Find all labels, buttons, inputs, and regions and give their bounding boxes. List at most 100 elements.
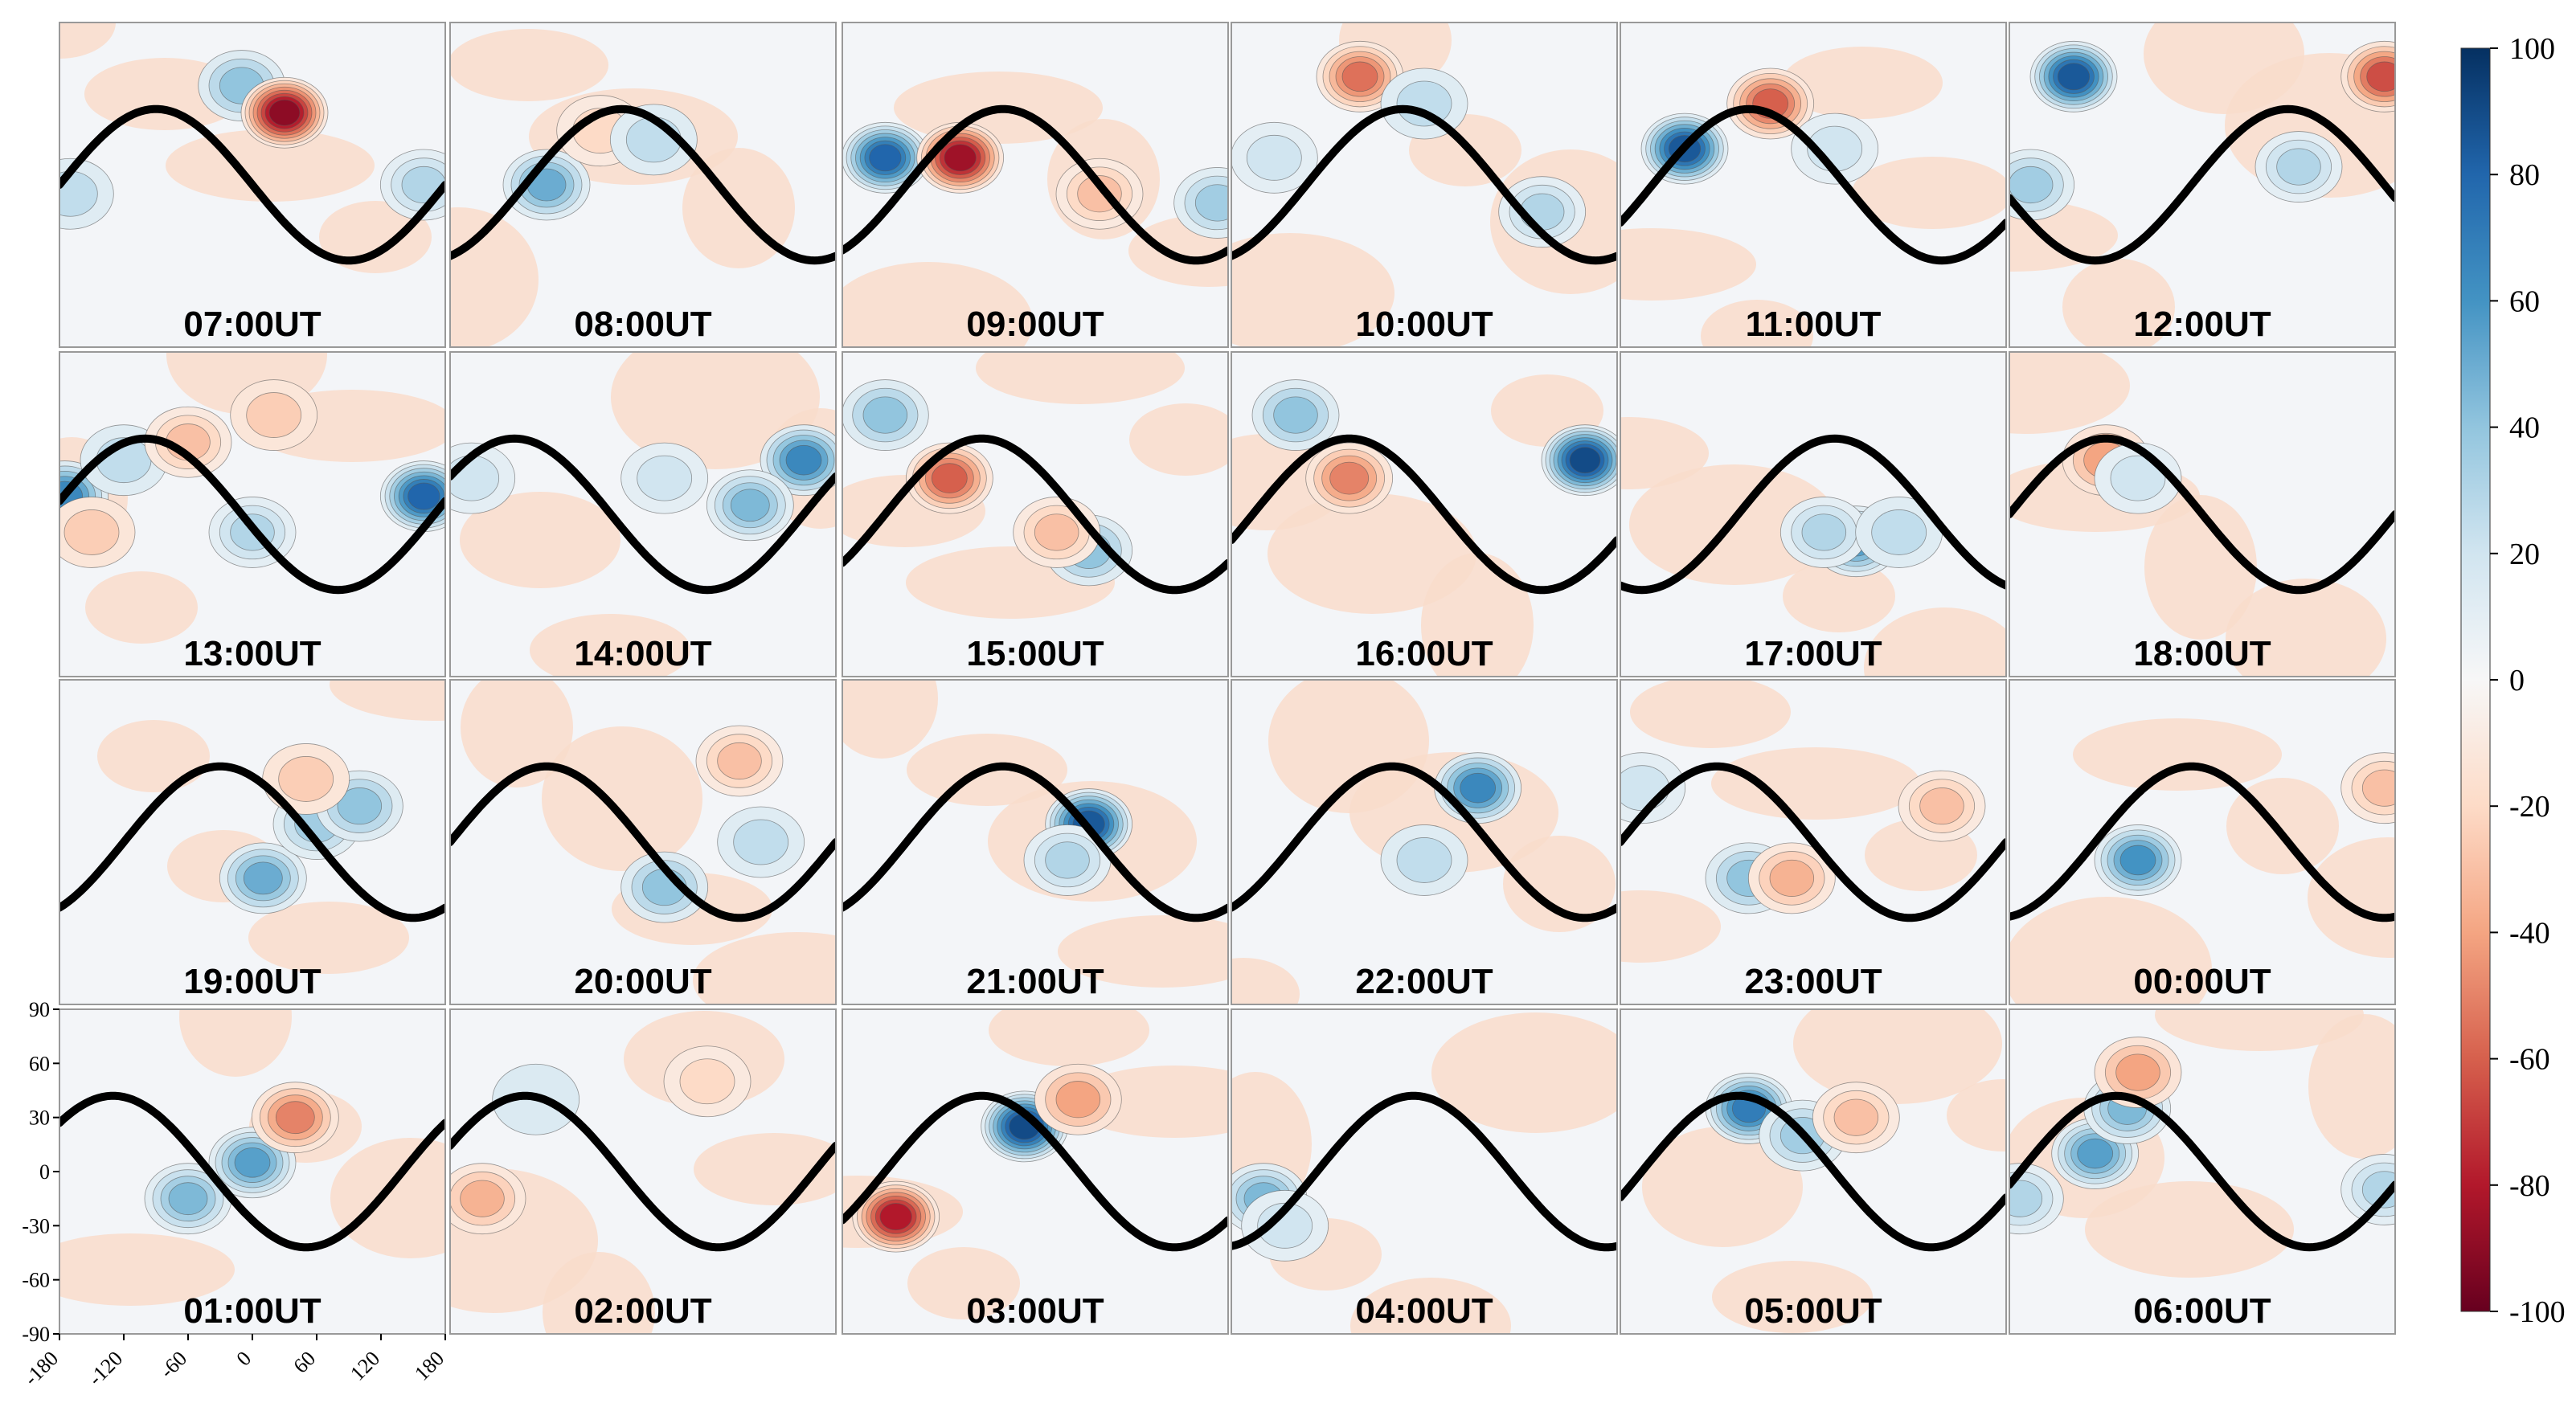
background-contour <box>460 492 620 588</box>
satellite-track <box>450 762 836 922</box>
satellite-track <box>2009 104 2395 265</box>
satellite-track <box>450 434 836 595</box>
panel-background <box>842 1009 1228 1334</box>
background-contour <box>842 680 938 759</box>
map-panel: 13:00UT <box>59 351 446 677</box>
panel-time-label: 17:00UT <box>1744 634 1882 673</box>
panel-border <box>1231 351 1618 677</box>
panel-time-label: 16:00UT <box>1355 634 1493 673</box>
positive-anomaly <box>2255 131 2343 202</box>
colorbar-tick-label: -100 <box>2509 1295 2566 1329</box>
negative-anomaly <box>230 379 318 451</box>
x-tick-label: 120 <box>346 1347 384 1385</box>
panel-border <box>449 22 837 348</box>
background-contour <box>1129 403 1228 476</box>
map-panel: 10:00UT <box>1231 22 1618 348</box>
background-contour <box>1947 1079 2006 1151</box>
satellite-track <box>2009 762 2395 922</box>
panel-border <box>1620 22 2007 348</box>
background-contour <box>1783 560 1895 632</box>
satellite-track <box>1231 762 1617 922</box>
positive-anomaly <box>1380 67 1468 140</box>
background-contour <box>461 680 573 787</box>
background-contour <box>1864 607 2006 677</box>
background-contour <box>1058 915 1228 988</box>
satellite-track <box>450 104 836 265</box>
panel-border <box>59 679 446 1005</box>
positive-anomaly <box>1779 497 1868 568</box>
map-panel: 06:00UT <box>2009 1008 2396 1335</box>
map-panel: 03:00UT <box>842 1008 1229 1335</box>
panel-border <box>449 1008 837 1335</box>
background-contour <box>1782 47 1943 119</box>
map-panel: 14:00UT <box>449 351 837 677</box>
map-panel: 04:00UT <box>1231 1008 1618 1335</box>
positive-anomaly <box>717 806 805 878</box>
colorbar-tick-label: -60 <box>2509 1043 2550 1077</box>
negative-anomaly <box>1726 67 1815 140</box>
panel-border <box>842 351 1229 677</box>
satellite-track <box>842 762 1228 922</box>
map-panel: 23:00UT <box>1620 679 2007 1005</box>
y-tick-label: -90 <box>22 1323 50 1346</box>
background-contour <box>1268 493 1476 614</box>
y-tick-label: 90 <box>29 998 50 1021</box>
positive-anomaly <box>379 460 445 532</box>
panel-time-label: 20:00UT <box>574 962 711 1001</box>
background-contour <box>1701 300 1813 347</box>
positive-anomaly <box>502 149 591 221</box>
map-panel: 12:00UT <box>2009 22 2396 348</box>
positive-anomaly <box>620 442 709 514</box>
map-panel: 08:00UT <box>449 22 837 348</box>
background-contour <box>1421 553 1534 677</box>
positive-anomaly <box>2009 1163 2064 1235</box>
background-contour <box>59 1233 235 1306</box>
panel-border <box>59 351 446 677</box>
map-panel: 18:00UT <box>2009 351 2396 677</box>
background-contour <box>179 1009 292 1077</box>
background-contour <box>611 352 820 469</box>
y-tick-label: 30 <box>29 1106 50 1130</box>
positive-anomaly <box>620 851 709 923</box>
background-contour <box>1712 1261 1873 1333</box>
negative-anomaly <box>1305 442 1394 514</box>
panel-time-label: 22:00UT <box>1355 962 1493 1001</box>
background-contour <box>2308 837 2395 958</box>
negative-anomaly <box>1013 497 1101 568</box>
background-contour <box>2009 897 2212 1004</box>
panel-time-label: 19:00UT <box>183 962 321 1001</box>
y-tick-label: -30 <box>22 1214 50 1237</box>
colorbar-scale <box>2460 47 2491 1312</box>
positive-anomaly <box>219 842 307 914</box>
satellite-track <box>842 104 1228 265</box>
negative-anomaly <box>1747 842 1836 914</box>
panel-time-label: 00:00UT <box>2133 962 2271 1001</box>
map-panel: 15:00UT <box>842 351 1229 677</box>
negative-anomaly <box>663 1045 752 1118</box>
positive-anomaly <box>1173 167 1228 239</box>
satellite-track <box>59 1091 445 1252</box>
background-contour <box>1852 157 2006 229</box>
panel-time-label: 12:00UT <box>2133 305 2271 344</box>
background-contour <box>1620 228 1756 301</box>
panel-time-label: 02:00UT <box>574 1291 711 1331</box>
positive-anomaly <box>2094 824 2182 896</box>
satellite-track <box>842 1091 1228 1252</box>
negative-anomaly <box>695 725 784 797</box>
background-contour <box>542 726 702 871</box>
background-contour <box>330 680 445 721</box>
map-panel: 05:00UT <box>1620 1008 2007 1335</box>
colorbar-tick-label: 100 <box>2509 32 2555 66</box>
map-panel: 01:00UT <box>59 1008 446 1335</box>
background-contour <box>1620 890 1721 963</box>
negative-anomaly <box>2341 752 2395 824</box>
background-contour <box>2226 579 2386 677</box>
negative-anomaly <box>450 1163 526 1235</box>
positive-anomaly <box>1241 1189 1329 1262</box>
colorbar-tick-label: 60 <box>2509 284 2540 318</box>
y-tick-label: -60 <box>22 1269 50 1292</box>
negative-anomaly <box>262 743 350 815</box>
positive-anomaly <box>1231 121 1318 194</box>
background-contour <box>1431 1012 1617 1133</box>
x-tick-label: 60 <box>289 1347 320 1378</box>
